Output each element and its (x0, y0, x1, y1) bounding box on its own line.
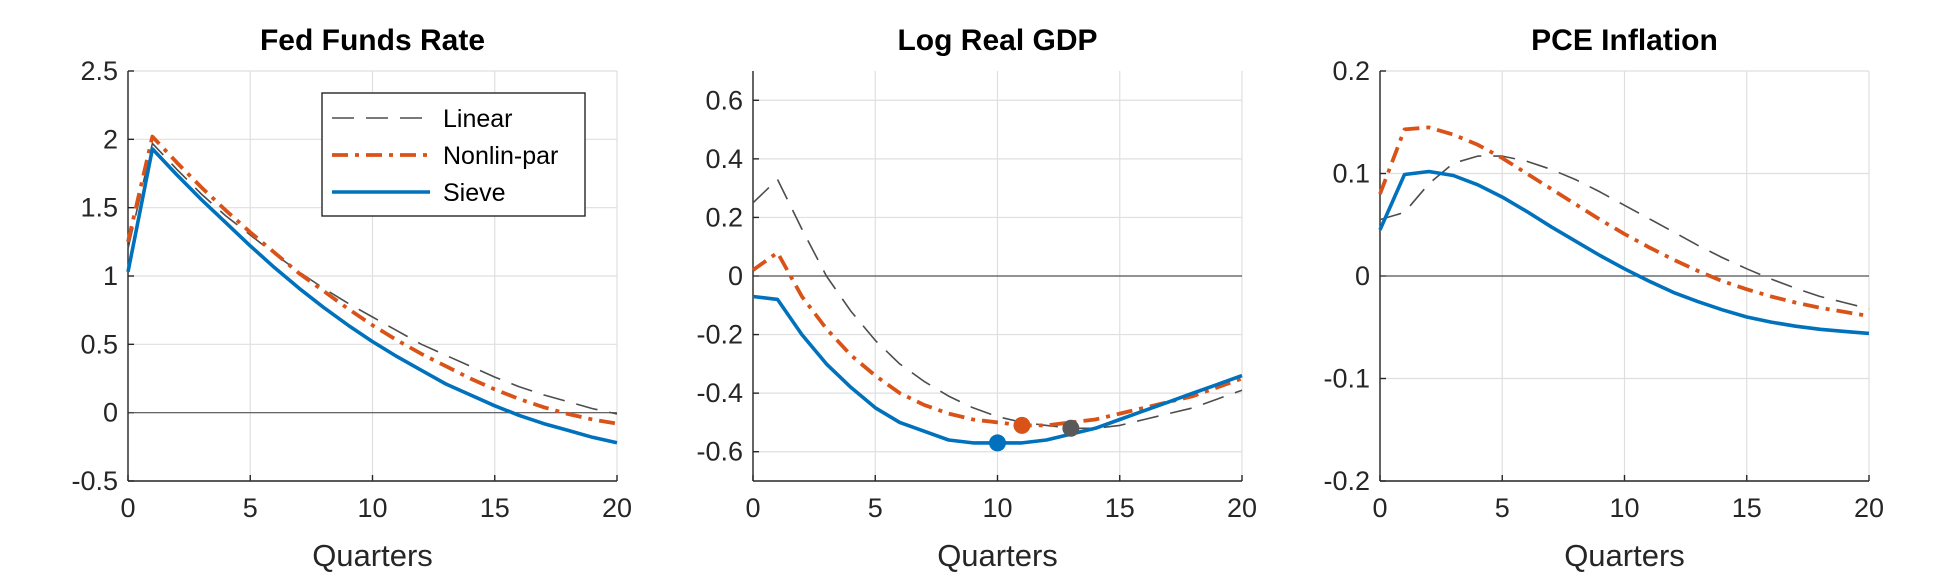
legend-box (321, 92, 586, 217)
legend-label: Nonlin-par (443, 142, 558, 170)
y-tick-label: 0 (103, 398, 118, 428)
x-tick-label: 10 (357, 493, 387, 523)
x-tick-label: 10 (982, 493, 1012, 523)
x-tick-label: 20 (1854, 493, 1884, 523)
x-axis-label: Quarters (937, 538, 1058, 573)
series-line-sieve (126, 147, 618, 445)
series-line-linear (127, 142, 618, 415)
x-tick-label: 15 (1105, 493, 1135, 523)
y-tick-label: 2.5 (80, 56, 118, 86)
x-axis-label: Quarters (1564, 538, 1685, 573)
x-tick-label: 5 (868, 493, 883, 523)
legend: Linear Nonlin-par Sieve (321, 92, 586, 217)
x-tick-label: 5 (243, 493, 258, 523)
series-line-nonlin-par (126, 134, 618, 426)
chart-panel-3: 0 5 10 15 20 -0.2 -0.1 0 0.1 0.2 PCE Inflation Quar… (1323, 24, 1884, 573)
chart-panel-2: 0 5 10 15 20 -0.6 -0.4 -0.2 0 0.2 0.4 0.6 Log Real G… (696, 24, 1257, 573)
x-tick-label: 0 (1372, 493, 1387, 523)
y-tick-label: 0.2 (1332, 56, 1370, 86)
y-tick-label: -0.2 (696, 320, 743, 350)
chart-title: Fed Funds Rate (260, 24, 485, 57)
chart-title: Log Real GDP (897, 24, 1097, 57)
x-tick-label: 20 (602, 493, 632, 523)
y-tick-label: 1 (103, 261, 118, 291)
series-line-linear (1379, 155, 1870, 310)
trough-marker-linear (1062, 419, 1080, 437)
trough-marker-nonlin-par (1013, 416, 1031, 434)
series-line-nonlin-par (1378, 125, 1870, 318)
x-tick-label: 0 (745, 493, 760, 523)
x-tick-label: 15 (480, 493, 510, 523)
x-tick-label: 20 (1227, 493, 1257, 523)
y-tick-label: 0.4 (705, 144, 743, 174)
y-tick-label: -0.4 (696, 378, 743, 408)
y-tick-label: 1.5 (80, 193, 118, 223)
y-tick-label: -0.6 (696, 437, 743, 467)
y-tick-label: 0.1 (1332, 159, 1370, 189)
legend-label: Linear (443, 105, 513, 133)
y-tick-label: -0.1 (1323, 364, 1370, 394)
y-tick-label: 0.2 (705, 202, 743, 232)
trough-marker-sieve (989, 434, 1006, 452)
x-tick-label: 15 (1732, 493, 1762, 523)
y-tick-label: 0 (1355, 261, 1370, 291)
y-tick-label: 0.5 (80, 329, 118, 359)
y-tick-label: 2 (103, 124, 118, 154)
x-tick-label: 0 (120, 493, 135, 523)
chart-title: PCE Inflation (1531, 24, 1718, 57)
x-tick-label: 10 (1609, 493, 1639, 523)
series-line-linear (752, 178, 1243, 430)
y-tick-label: 0.6 (705, 85, 743, 115)
y-tick-label: -0.5 (71, 466, 118, 496)
y-tick-label: 0 (728, 261, 743, 291)
series-line-sieve (1378, 169, 1870, 336)
y-tick-label: -0.2 (1323, 466, 1370, 496)
x-tick-label: 5 (1495, 493, 1510, 523)
x-axis-label: Quarters (312, 538, 433, 573)
legend-label: Sieve (443, 179, 506, 207)
